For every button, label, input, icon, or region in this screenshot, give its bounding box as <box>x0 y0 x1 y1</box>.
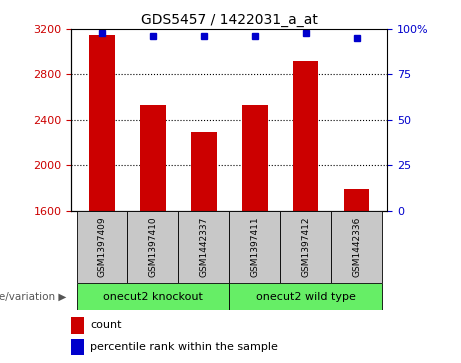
Bar <box>331 211 382 283</box>
Text: onecut2 wild type: onecut2 wild type <box>256 292 356 302</box>
Bar <box>178 211 229 283</box>
Text: GSM1397412: GSM1397412 <box>301 217 310 277</box>
Text: GSM1442336: GSM1442336 <box>352 217 361 277</box>
Bar <box>229 283 382 310</box>
Bar <box>128 211 178 283</box>
Bar <box>71 317 84 334</box>
Text: GSM1442337: GSM1442337 <box>199 217 208 277</box>
Title: GDS5457 / 1422031_a_at: GDS5457 / 1422031_a_at <box>141 13 318 26</box>
Bar <box>71 339 84 355</box>
Bar <box>344 189 369 211</box>
Bar <box>140 105 165 211</box>
Text: genotype/variation ▶: genotype/variation ▶ <box>0 292 67 302</box>
Bar <box>191 132 217 211</box>
Bar <box>280 211 331 283</box>
Bar <box>293 61 319 211</box>
Bar <box>242 105 267 211</box>
Text: percentile rank within the sample: percentile rank within the sample <box>90 342 278 352</box>
Text: GSM1397410: GSM1397410 <box>148 216 158 277</box>
Text: count: count <box>90 320 122 330</box>
Text: onecut2 knockout: onecut2 knockout <box>103 292 203 302</box>
Bar <box>77 211 128 283</box>
Bar <box>77 283 229 310</box>
Text: GSM1397411: GSM1397411 <box>250 216 260 277</box>
Text: GSM1397409: GSM1397409 <box>98 216 106 277</box>
Bar <box>229 211 280 283</box>
Bar <box>89 35 115 211</box>
